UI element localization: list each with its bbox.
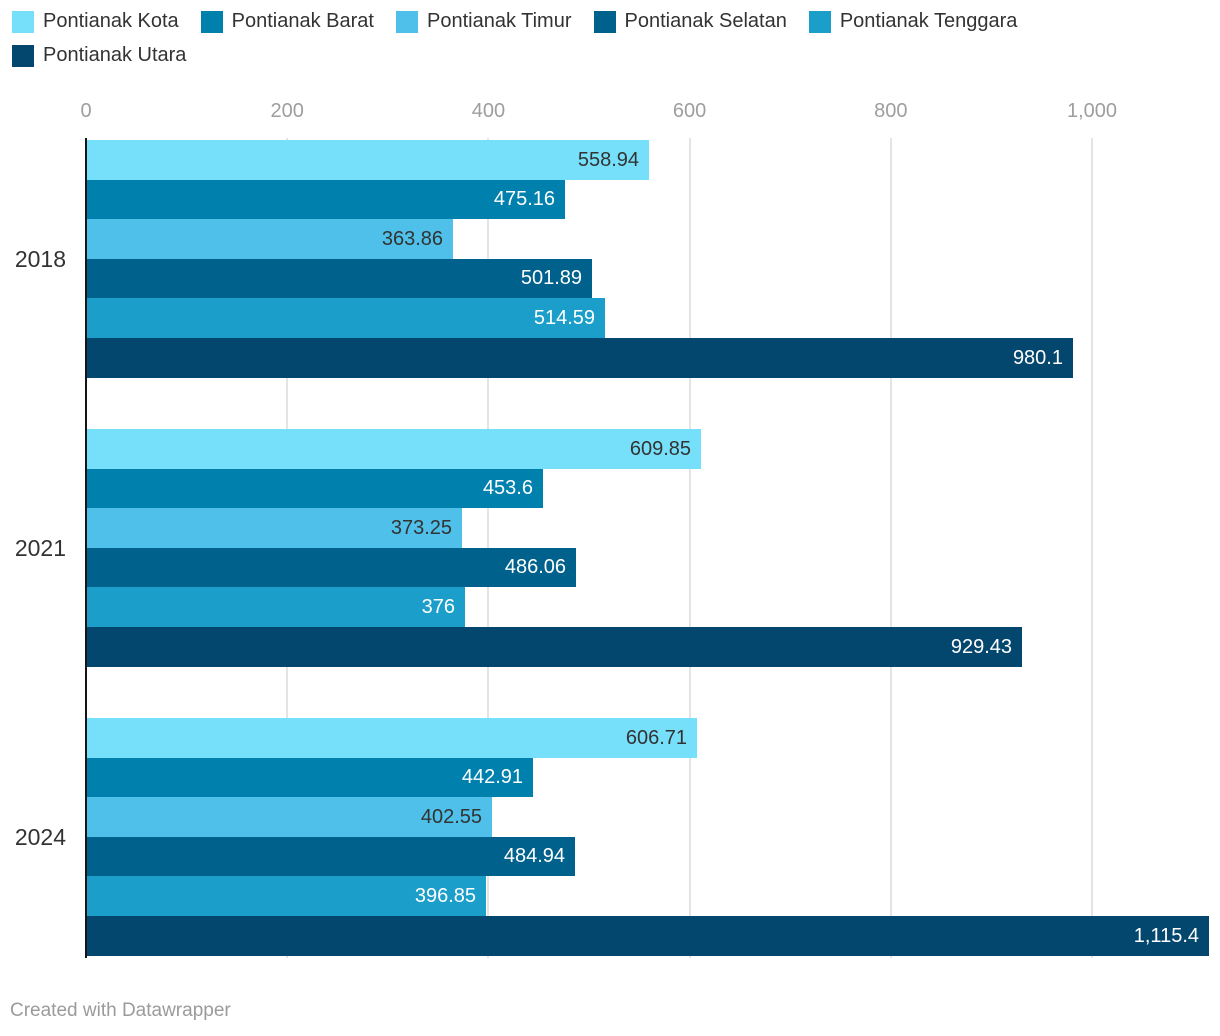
- bar-value-label: 501.89: [520, 267, 582, 289]
- bar-value-label: 606.71: [625, 726, 687, 749]
- bar: 929.43: [87, 627, 1022, 667]
- bar-value-label: 363.86: [381, 227, 443, 250]
- legend-label: Pontianak Selatan: [624, 10, 787, 32]
- x-axis-tick-label: 800: [874, 100, 908, 122]
- credit-link[interactable]: Created with Datawrapper: [10, 1000, 231, 1021]
- bar: 442.91: [87, 758, 533, 797]
- x-axis-tick-label: 200: [270, 100, 304, 122]
- bar-value-label: 484.94: [503, 845, 565, 867]
- bar: 609.85: [87, 429, 701, 469]
- legend-label: Pontianak Timur: [426, 10, 572, 32]
- legend-item: Pontianak Selatan: [593, 10, 787, 33]
- bar: 402.55: [87, 797, 492, 837]
- bar-value-label: 1,115.4: [1133, 924, 1199, 947]
- bar-value-label: 514.59: [533, 306, 595, 329]
- bar: 373.25: [87, 508, 462, 548]
- x-axis-tick-label: 1,000: [1066, 100, 1118, 122]
- legend-swatch-icon: [12, 10, 34, 33]
- gridline: [1091, 138, 1093, 958]
- gridline: [889, 138, 892, 958]
- bar: 606.71: [87, 718, 697, 758]
- bar-value-label: 486.06: [504, 556, 566, 578]
- bar: 514.59: [87, 298, 605, 338]
- legend-label: Pontianak Tenggara: [839, 10, 1018, 32]
- bar-value-label: 475.16: [493, 188, 555, 210]
- legend-label: Pontianak Kota: [43, 10, 179, 32]
- legend-swatch-icon: [12, 44, 34, 67]
- bar: 558.94: [87, 140, 649, 180]
- legend-label: Pontianak Utara: [43, 44, 187, 66]
- bar: 396.85: [87, 876, 486, 916]
- year-label: 2018: [14, 245, 66, 272]
- bar: 484.94: [87, 837, 575, 876]
- bar-value-label: 373.25: [390, 516, 452, 539]
- bar: 453.6: [87, 469, 543, 508]
- legend-swatch-icon: [395, 10, 418, 33]
- year-label: 2024: [14, 823, 66, 850]
- bar-value-label: 929.43: [950, 635, 1012, 658]
- bar: 486.06: [87, 548, 576, 587]
- bar-value-label: 442.91: [461, 766, 523, 788]
- bar: 363.86: [87, 219, 453, 259]
- x-axis-tick-label: 600: [672, 100, 707, 122]
- legend-item: Pontianak Utara: [12, 44, 186, 67]
- x-axis-tick-label: 400: [471, 100, 506, 122]
- bar-value-label: 402.55: [420, 805, 482, 828]
- bar-value-label: 376: [421, 595, 455, 618]
- legend-label: Pontianak Barat: [231, 10, 374, 32]
- legend-item: Pontianak Kota: [12, 10, 179, 33]
- legend-swatch-icon: [808, 10, 831, 33]
- bar: 376: [87, 587, 465, 627]
- x-axis-tick-label: 0: [80, 100, 92, 122]
- bar-value-label: 396.85: [414, 884, 476, 907]
- legend-swatch-icon: [200, 10, 223, 33]
- legend-item: Pontianak Timur: [395, 10, 572, 33]
- gridline: [688, 138, 691, 958]
- bar-value-label: 558.94: [577, 148, 639, 171]
- bar: 1,115.4: [87, 916, 1209, 956]
- bar-value-label: 980.1: [1012, 346, 1063, 369]
- year-label: 2021: [14, 534, 66, 561]
- legend-item: Pontianak Barat: [200, 10, 374, 33]
- bar: 501.89: [87, 259, 592, 298]
- bar: 475.16: [87, 180, 565, 219]
- legend-swatch-icon: [593, 10, 616, 33]
- legend-item: Pontianak Tenggara: [808, 10, 1018, 33]
- y-axis-baseline: [85, 138, 87, 958]
- bar-value-label: 453.6: [482, 477, 533, 499]
- bar-value-label: 609.85: [629, 437, 691, 460]
- legend: Pontianak Kota Pontianak Barat Pontianak T…: [12, 10, 1212, 67]
- bar: 980.1: [87, 338, 1073, 378]
